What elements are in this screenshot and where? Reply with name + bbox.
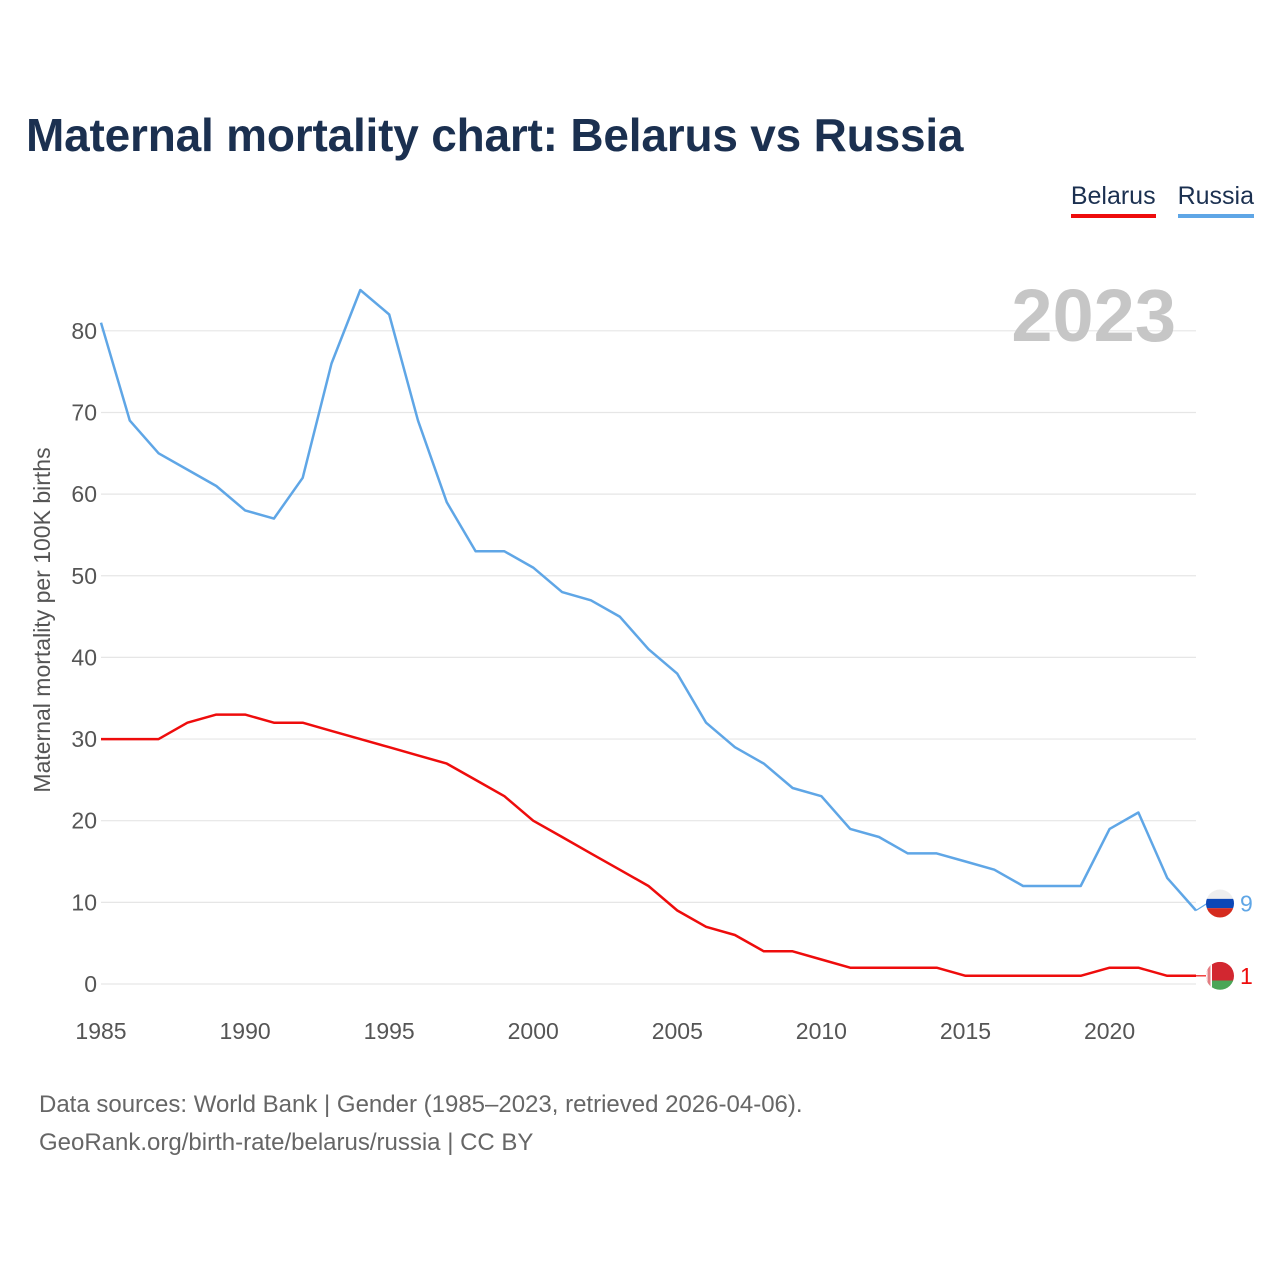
x-tick-label: 1990: [219, 1018, 270, 1044]
legend-item-russia[interactable]: Russia: [1177, 182, 1254, 218]
flag-belarus-icon: [1206, 961, 1234, 990]
end-markers: 19: [1195, 889, 1253, 990]
legend-item-belarus[interactable]: Belarus: [1070, 182, 1156, 218]
y-tick-label: 70: [71, 399, 97, 425]
series-line-russia: [99, 288, 1197, 912]
series-line-belarus: [101, 713, 1196, 978]
footer: Data sources: World Bank | Gender (1985–…: [39, 1086, 803, 1162]
x-tick-label: 2020: [1084, 1018, 1135, 1044]
y-tick-label: 60: [71, 481, 97, 507]
y-tick-label: 20: [71, 808, 97, 834]
year-watermark: 2023: [1011, 274, 1176, 357]
x-tick-label: 1995: [364, 1018, 415, 1044]
chart-title: Maternal mortality chart: Belarus vs Rus…: [26, 109, 964, 161]
grid-lines: [101, 330, 1196, 985]
y-tick-label: 50: [71, 563, 97, 589]
series-lines: [99, 288, 1197, 978]
y-tick-label: 30: [71, 726, 97, 752]
y-axis: 0 10 20 30 40 50 60 70 80: [71, 318, 97, 997]
x-tick-label: 2005: [652, 1018, 703, 1044]
end-value-label: 1: [1240, 963, 1253, 989]
x-tick-label: 2015: [940, 1018, 991, 1044]
source-url: GeoRank.org/birth-rate/belarus/russia | …: [39, 1129, 534, 1156]
x-tick-label: 2010: [796, 1018, 847, 1044]
legend: Belarus Russia: [1070, 182, 1254, 218]
y-axis-label: Maternal mortality per 100K births: [29, 447, 55, 792]
line-chart: 2023 0 10 20 30 40 50 60 70 80 1985 1990 1995 2000 2…: [29, 274, 1253, 1044]
y-tick-label: 80: [71, 318, 97, 344]
y-tick-label: 40: [71, 644, 97, 670]
x-axis: 1985 1990 1995 2000 2005 2010 2015 2020: [75, 1018, 1135, 1044]
end-connector: [1195, 903, 1208, 912]
x-tick-label: 1985: [75, 1018, 126, 1044]
x-tick-label: 2000: [508, 1018, 559, 1044]
end-value-label: 9: [1240, 891, 1253, 917]
data-source-note: Data sources: World Bank | Gender (1985–…: [39, 1091, 803, 1118]
y-tick-label: 0: [84, 971, 97, 997]
y-tick-label: 10: [71, 889, 97, 915]
flag-russia-icon: [1206, 889, 1234, 918]
